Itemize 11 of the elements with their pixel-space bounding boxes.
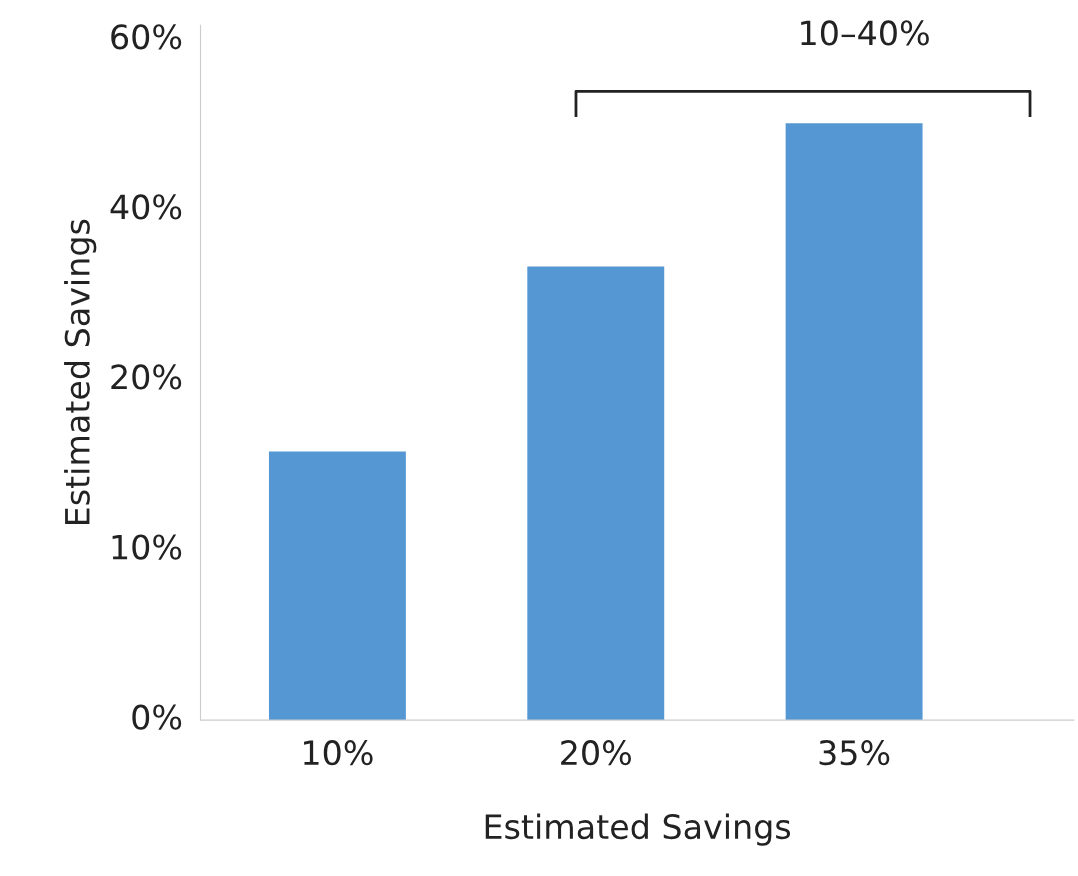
text: 20% [111,364,182,390]
x-axis-title: Estimated Savings [485,813,791,846]
text: 10–40% [801,20,929,46]
text: 40% [110,194,182,220]
x-tick-label: 10% [304,740,373,766]
x-tick-label: 35% [819,740,890,766]
text: 0% [132,704,182,730]
x-tick-label: 20% [561,740,631,766]
text: 60% [111,24,182,50]
y-axis-title: Estimated Savings [64,219,97,525]
text: 10% [112,534,182,560]
